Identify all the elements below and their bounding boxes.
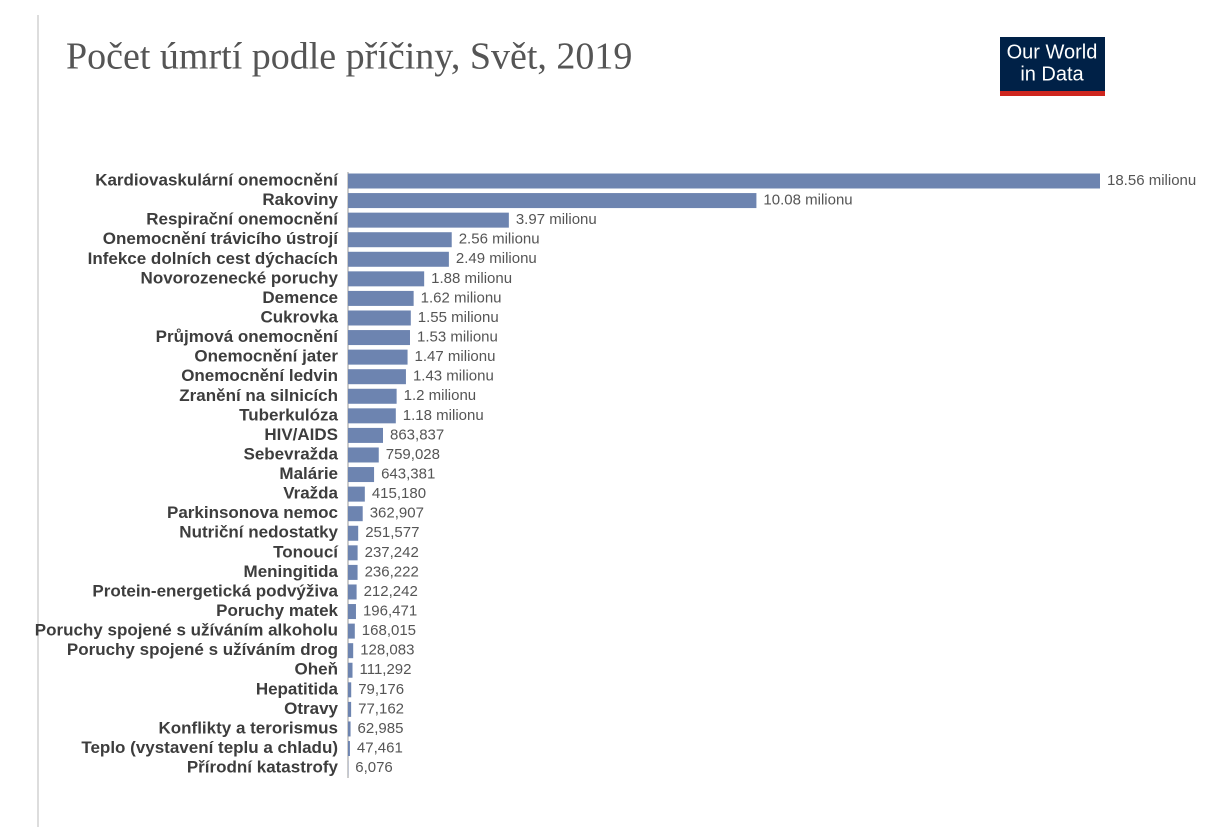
bar	[348, 643, 354, 659]
value-label: 77,162	[358, 700, 404, 717]
bar	[348, 604, 356, 620]
value-label: 111,292	[360, 661, 412, 678]
logo: Our World in Data	[1000, 37, 1105, 96]
bar	[348, 369, 406, 385]
category-label: Demence	[262, 288, 338, 307]
category-label: Oheň	[295, 660, 338, 679]
category-label: Cukrovka	[261, 307, 339, 326]
value-label: 759,028	[386, 446, 440, 463]
bar	[348, 290, 414, 306]
bar	[348, 467, 375, 483]
bar	[348, 545, 358, 561]
category-label: Zranění na silnicích	[179, 386, 338, 405]
value-label: 251,577	[365, 524, 419, 541]
bar	[348, 564, 358, 580]
value-label: 2.56 milionu	[459, 231, 540, 248]
bar	[348, 251, 449, 267]
bar	[348, 193, 757, 209]
value-label: 643,381	[381, 466, 435, 483]
value-label: 1.43 milionu	[413, 368, 494, 385]
value-label: 1.2 milionu	[404, 387, 477, 404]
value-label: 1.88 milionu	[431, 270, 512, 287]
category-label: Onemocnění trávicího ústrojí	[103, 229, 339, 248]
category-label: Sebevražda	[244, 444, 339, 463]
category-label: Novorozenecké poruchy	[141, 268, 339, 287]
value-label: 128,083	[360, 642, 414, 659]
bar	[348, 662, 353, 678]
bar	[348, 447, 379, 463]
value-label: 79,176	[358, 681, 404, 698]
category-label: Vražda	[283, 484, 338, 503]
bar	[348, 584, 357, 600]
value-label: 863,837	[390, 426, 444, 443]
value-label: 168,015	[362, 622, 416, 639]
category-label: Nutriční nedostatky	[179, 523, 338, 542]
category-label: Protein-energetická podvýživa	[92, 581, 338, 600]
bar	[348, 506, 363, 522]
bar	[348, 721, 351, 737]
bar	[348, 427, 384, 443]
bar	[348, 525, 359, 541]
value-label: 6,076	[355, 759, 393, 776]
category-label: Poruchy spojené s užíváním drog	[67, 640, 338, 659]
value-label: 362,907	[370, 505, 424, 522]
value-label: 10.08 milionu	[763, 192, 852, 209]
logo-text: in Data	[1020, 63, 1084, 85]
value-label: 3.97 milionu	[516, 211, 597, 228]
category-label: Onemocnění ledvin	[181, 366, 338, 385]
logo-stripe	[1000, 91, 1105, 96]
bar	[348, 701, 352, 717]
category-label: Konflikty a terorismus	[159, 718, 339, 737]
category-label: Hepatitida	[256, 679, 339, 698]
bar	[348, 212, 509, 228]
category-label: Otravy	[284, 699, 338, 718]
value-label: 1.62 milionu	[421, 289, 502, 306]
value-label: 1.53 milionu	[417, 329, 498, 346]
category-label: Tuberkulóza	[239, 405, 338, 424]
bar	[348, 623, 355, 639]
value-label: 237,242	[365, 544, 419, 561]
category-label: Rakoviny	[262, 190, 338, 209]
value-label: 2.49 milionu	[456, 250, 537, 267]
value-label: 196,471	[363, 603, 417, 620]
logo-text: Our World	[1007, 41, 1098, 63]
category-label: Průjmová onemocnění	[156, 327, 340, 346]
value-label: 1.55 milionu	[418, 309, 499, 326]
category-label: Respirační onemocnění	[146, 210, 339, 229]
chart-title: Počet úmrtí podle příčiny, Svět, 2019	[66, 36, 632, 78]
category-label: Poruchy matek	[216, 601, 338, 620]
bar	[348, 271, 425, 287]
category-label: Parkinsonova nemoc	[167, 503, 338, 522]
bar	[348, 330, 410, 346]
value-label: 1.47 milionu	[415, 348, 496, 365]
value-label: 47,461	[357, 739, 403, 756]
category-label: Poruchy spojené s užíváním alkoholu	[35, 621, 338, 640]
category-label: Onemocnění jater	[194, 347, 338, 366]
value-label: 415,180	[372, 485, 426, 502]
bar	[348, 349, 408, 365]
category-label: Malárie	[279, 464, 338, 483]
category-label: Tonoucí	[273, 542, 339, 561]
category-label: HIV/AIDS	[264, 425, 338, 444]
bar	[348, 408, 396, 424]
category-label: Přírodní katastrofy	[187, 758, 339, 777]
value-label: 18.56 milionu	[1107, 172, 1196, 189]
value-label: 212,242	[364, 583, 418, 600]
bar	[348, 486, 365, 502]
bar	[348, 310, 411, 326]
value-label: 1.18 milionu	[403, 407, 484, 424]
bar	[348, 173, 1100, 189]
category-label: Teplo (vystavení teplu a chladu)	[81, 738, 338, 757]
value-label: 62,985	[358, 720, 404, 737]
logo-box	[1000, 37, 1105, 96]
bar	[348, 232, 452, 248]
bar	[348, 741, 350, 757]
category-label: Kardiovaskulární onemocnění	[95, 170, 339, 189]
bar	[348, 388, 397, 404]
bar	[348, 682, 352, 698]
category-label: Meningitida	[244, 562, 339, 581]
category-label: Infekce dolních cest dýchacích	[88, 249, 338, 268]
value-label: 236,222	[365, 563, 419, 580]
